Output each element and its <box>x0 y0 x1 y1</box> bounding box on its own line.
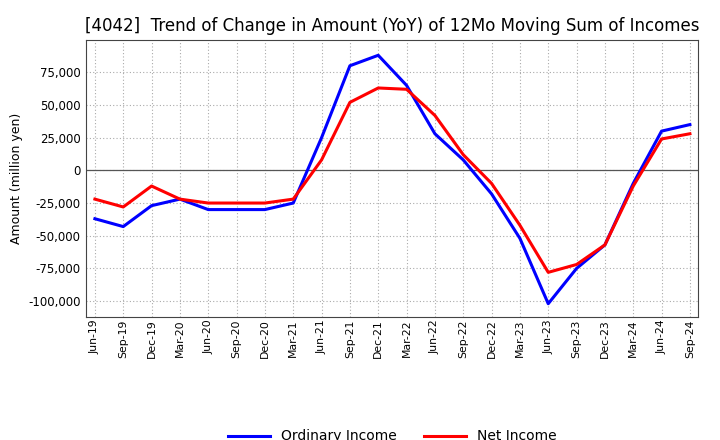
Net Income <box>544 270 552 275</box>
Ordinary Income <box>176 197 184 202</box>
Ordinary Income <box>261 207 269 212</box>
Net Income <box>516 223 524 228</box>
Ordinary Income <box>402 83 411 88</box>
Title: [4042]  Trend of Change in Amount (YoY) of 12Mo Moving Sum of Incomes: [4042] Trend of Change in Amount (YoY) o… <box>85 17 700 35</box>
Net Income <box>91 197 99 202</box>
Net Income <box>119 204 127 209</box>
Ordinary Income <box>346 63 354 68</box>
Ordinary Income <box>289 200 297 205</box>
Net Income <box>233 200 241 205</box>
Net Income <box>346 100 354 105</box>
Ordinary Income <box>318 135 326 140</box>
Ordinary Income <box>431 131 439 136</box>
Net Income <box>487 181 496 186</box>
Net Income <box>289 197 297 202</box>
Ordinary Income <box>459 157 467 162</box>
Net Income <box>572 262 581 267</box>
Ordinary Income <box>204 207 212 212</box>
Net Income <box>204 200 212 205</box>
Net Income <box>600 242 609 248</box>
Legend: Ordinary Income, Net Income: Ordinary Income, Net Income <box>228 429 557 440</box>
Ordinary Income <box>516 236 524 241</box>
Line: Ordinary Income: Ordinary Income <box>95 55 690 304</box>
Ordinary Income <box>572 266 581 271</box>
Ordinary Income <box>657 128 666 134</box>
Ordinary Income <box>544 301 552 306</box>
Net Income <box>459 152 467 158</box>
Ordinary Income <box>119 224 127 229</box>
Y-axis label: Amount (million yen): Amount (million yen) <box>10 113 23 244</box>
Net Income <box>374 85 382 91</box>
Net Income <box>629 183 637 189</box>
Net Income <box>402 87 411 92</box>
Ordinary Income <box>374 53 382 58</box>
Net Income <box>318 157 326 162</box>
Net Income <box>685 131 694 136</box>
Ordinary Income <box>233 207 241 212</box>
Net Income <box>148 183 156 189</box>
Net Income <box>261 200 269 205</box>
Ordinary Income <box>487 191 496 197</box>
Ordinary Income <box>91 216 99 221</box>
Ordinary Income <box>629 181 637 186</box>
Net Income <box>431 113 439 118</box>
Net Income <box>657 136 666 142</box>
Net Income <box>176 197 184 202</box>
Ordinary Income <box>600 242 609 248</box>
Line: Net Income: Net Income <box>95 88 690 272</box>
Ordinary Income <box>685 122 694 127</box>
Ordinary Income <box>148 203 156 208</box>
